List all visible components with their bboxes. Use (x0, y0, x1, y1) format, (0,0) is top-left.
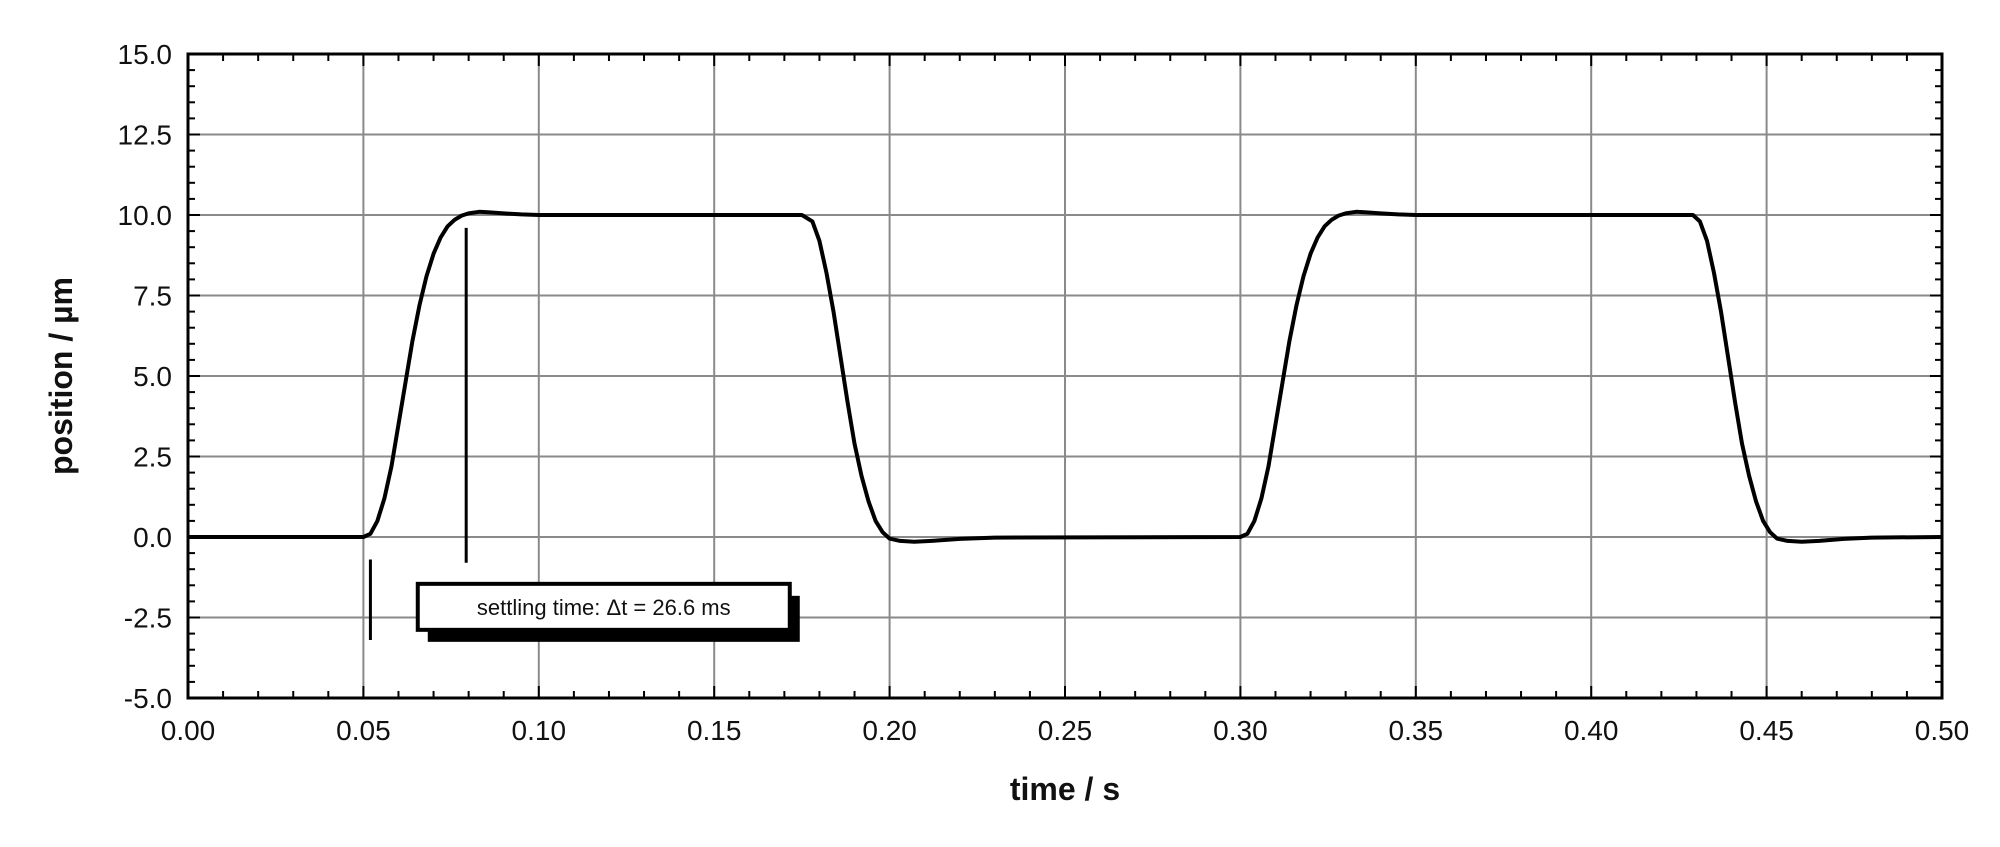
y-tick-label: 7.5 (133, 281, 172, 312)
y-tick-label: 5.0 (133, 361, 172, 392)
series-line (188, 209, 1943, 544)
y-tick-label: 0.0 (133, 522, 172, 553)
x-tick-label: 0.50 (1915, 715, 1970, 746)
x-tick-label: 0.35 (1389, 715, 1444, 746)
y-tick-label: 2.5 (133, 442, 172, 473)
y-tick-label: -5.0 (124, 683, 172, 714)
annotation-box (415, 581, 792, 632)
y-tick-label: -2.5 (124, 603, 172, 634)
x-axis-title: time / s (1010, 771, 1120, 807)
x-tick-label: 0.20 (862, 715, 917, 746)
y-tick-label: 12.5 (118, 120, 173, 151)
tick-labels: 0.00 0.05 0.10 0.15 0.20 0.25 0.30 0.35 0.40 0.45… (118, 39, 1970, 746)
y-tick-label: 10.0 (118, 200, 173, 231)
x-tick-label: 0.30 (1213, 715, 1268, 746)
x-tick-label: 0.25 (1038, 715, 1093, 746)
annotation-layer: settling time: Δt = 26.6 ms (368, 227, 800, 642)
annotation-text: settling time: Δt = 26.6 ms (477, 595, 731, 620)
x-tick-label: 0.45 (1739, 715, 1794, 746)
x-tick-label: 0.10 (512, 715, 567, 746)
plot-frame (186, 52, 1944, 700)
x-tick-label: 0.15 (687, 715, 742, 746)
x-tick-label: 0.05 (336, 715, 391, 746)
plot-border (186, 52, 1944, 700)
x-tick-label: 0.00 (161, 715, 216, 746)
y-tick-label: 15.0 (118, 39, 173, 70)
series-layer (188, 209, 1943, 544)
y-axis-title: position / µm (43, 277, 79, 475)
x-tick-label: 0.40 (1564, 715, 1619, 746)
grid-layer (188, 54, 1942, 698)
